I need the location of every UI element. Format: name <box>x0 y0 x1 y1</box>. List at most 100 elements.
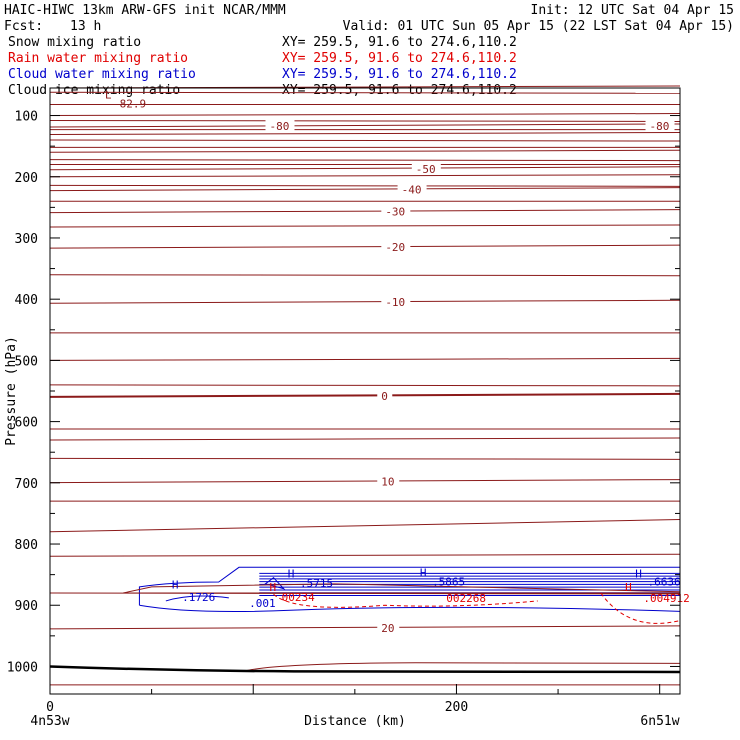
contour-label: 10 <box>381 476 394 489</box>
contour-label-bg <box>397 183 427 196</box>
contour-label-bg <box>265 119 295 132</box>
x-endpoint-right: 6n51w <box>640 714 679 729</box>
legend-cloud-water-label: Cloud water mixing ratio <box>8 67 196 82</box>
extrema-label: H <box>420 566 427 579</box>
isotherm-line <box>49 149 681 153</box>
isotherm-line <box>49 184 681 187</box>
terrain-line <box>49 665 681 674</box>
isotherm--40 <box>49 187 681 192</box>
isotherm-lower <box>242 662 681 672</box>
rain-water-contours <box>123 583 681 624</box>
temperature-contours <box>49 85 681 686</box>
rain-water-dashed <box>273 593 538 608</box>
extrema-annotations: L-82.9H.1726.001H.5715H00234H.5865002268… <box>105 88 690 610</box>
isotherm-line <box>49 119 681 122</box>
isotherm-line <box>49 224 681 228</box>
contour-label-bg <box>411 162 441 175</box>
contour-label: 0 <box>381 390 388 403</box>
isotherm--80 <box>49 123 681 128</box>
extrema-label: H <box>625 581 632 594</box>
isotherm-line <box>49 91 681 94</box>
valid-time: Valid: 01 UTC Sun 05 Apr 15 (22 LST Sat … <box>343 19 734 34</box>
rain-water-dashed <box>600 592 681 624</box>
isotherm-line <box>49 437 681 441</box>
extrema-label: H <box>172 579 179 592</box>
isotherm-20 <box>49 625 681 630</box>
y-tick-label: 300 <box>15 232 38 247</box>
extrema-label: 002268 <box>446 592 486 605</box>
isotherm-line <box>49 132 681 136</box>
isotherm--30 <box>49 209 681 214</box>
contour-label-bg <box>381 296 411 309</box>
x-axis: 0 200 <box>46 684 661 715</box>
legend-snow-xy: XY= 259.5, 91.6 to 274.6,110.2 <box>282 35 517 50</box>
contour-label-bg <box>645 119 675 132</box>
contour-label: -20 <box>385 241 405 254</box>
isotherm-line <box>49 457 681 460</box>
isotherm-line <box>49 159 681 162</box>
extrema-label: -82.9 <box>113 98 146 111</box>
contour-label-bg <box>381 205 411 218</box>
contour-label-bg <box>377 475 400 488</box>
cloud-water-outer-bottom <box>139 604 681 613</box>
plot-frame <box>49 87 681 695</box>
y-tick-label: 500 <box>15 354 38 369</box>
contour-label: -40 <box>402 184 422 197</box>
contour-label-bg <box>381 241 411 254</box>
cloud-water-contours <box>138 566 681 613</box>
contour-label: -80 <box>650 120 670 133</box>
isotherm-line <box>49 357 681 361</box>
legend-cloud-ice-label: Cloud ice mixing ratio <box>8 83 180 98</box>
isotherm--20 <box>49 244 681 249</box>
legend-rain-xy: XY= 259.5, 91.6 to 274.6,110.2 <box>282 51 517 66</box>
y-tick-label: 200 <box>15 171 38 186</box>
y-tick-label: 800 <box>15 538 38 553</box>
figure-title: HAIC-HIWC 13km ARW-GFS init NCAR/MMM <box>4 3 286 18</box>
y-tick-label: 600 <box>15 416 38 431</box>
extrema-label: .5865 <box>432 576 465 589</box>
contour-label-bg <box>377 621 400 634</box>
isotherm-line <box>49 553 681 557</box>
y-tick-label: 100 <box>15 110 38 125</box>
extrema-label: .004912 <box>643 592 689 605</box>
extrema-label: H <box>288 568 295 581</box>
isotherm--10 <box>49 299 681 304</box>
x-tick-label: 0 <box>46 700 54 715</box>
x-axis-label: Distance (km) <box>304 714 406 729</box>
contour-labels: -80 -80 -50 -40 -30 -20 -10 0 10 20 <box>265 119 675 635</box>
contour-label: -50 <box>416 163 436 176</box>
y-tick-label: 700 <box>15 477 38 492</box>
isotherm-line <box>49 384 681 387</box>
isotherm-10 <box>49 479 681 484</box>
x-tick-label: 200 <box>445 700 468 715</box>
cloud-water-inner <box>165 595 229 602</box>
rain-water-outer <box>123 583 681 594</box>
legend-cloud-ice-xy: XY= 259.5, 91.6 to 274.6,110.2 <box>282 83 517 98</box>
legend: Snow mixing ratio XY= 259.5, 91.6 to 274… <box>8 35 517 98</box>
contour-label-bg <box>377 389 393 402</box>
isotherm-line <box>49 113 681 117</box>
extrema-label: L <box>105 88 112 101</box>
isotherm-0 <box>49 392 681 398</box>
forecast-hour: 13 h <box>70 19 101 34</box>
extrema-label: H <box>635 568 642 581</box>
extrema-label: .1726 <box>182 591 215 604</box>
contour-label: -30 <box>385 206 405 219</box>
extrema-label: 00234 <box>282 591 315 604</box>
legend-cloud-water-xy: XY= 259.5, 91.6 to 274.6,110.2 <box>282 67 517 82</box>
extrema-label: .5715 <box>300 577 333 590</box>
cloud-water-inner <box>264 577 286 590</box>
isotherm-curve <box>49 519 681 533</box>
contour-label: -80 <box>269 120 289 133</box>
extrema-label: H <box>269 581 276 594</box>
y-tick-label: 1000 <box>7 660 38 675</box>
forecast-label: Fcst: <box>4 19 43 34</box>
legend-snow-label: Snow mixing ratio <box>8 35 141 50</box>
isotherm-line <box>49 139 681 142</box>
init-time: Init: 12 UTC Sat 04 Apr 15 <box>531 3 735 18</box>
y-tick-label: 400 <box>15 293 38 308</box>
extrema-label: .001 <box>249 597 276 610</box>
